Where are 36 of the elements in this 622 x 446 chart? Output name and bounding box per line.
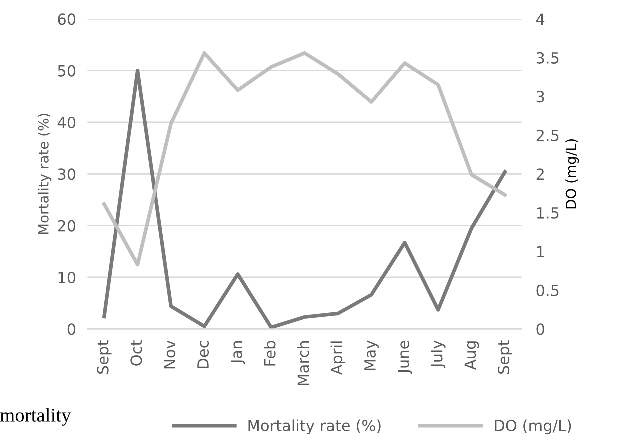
x-tick-label: Oct	[130, 340, 142, 366]
y-tick-label: 10	[58, 272, 76, 284]
legend-label: Mortality rate (%)	[248, 420, 381, 434]
y2-tick-label: 3	[536, 91, 544, 103]
text: mortality	[0, 408, 72, 426]
x-tick-label: June	[398, 341, 412, 374]
y-tick-label: 40	[58, 116, 76, 129]
x-tick-label: July	[430, 340, 446, 369]
x-tick-label: April	[330, 342, 346, 376]
legend-label: DO (mg/L)	[495, 420, 572, 434]
x-tick-label: May	[364, 340, 379, 370]
y-tick-label: 0	[68, 324, 76, 336]
y2-tick-label: 2.5	[536, 130, 559, 142]
y2-tick-label: 0	[536, 324, 544, 336]
y2-tick-label: 0.5	[536, 284, 559, 296]
y-tick-label: 50	[58, 65, 76, 77]
y-axis-title: Mortality rate (%)	[38, 114, 52, 234]
line-series	[102, 51, 507, 267]
x-tick-label: Aug	[464, 342, 480, 370]
x-tick-label: Dec	[198, 341, 210, 368]
y2-axis-title: DO (mg/L)	[566, 140, 580, 209]
y2-tick-label: 3.5	[536, 52, 559, 64]
x-tick-label: March	[297, 342, 310, 386]
y2-tick-label: 1	[537, 246, 544, 258]
y-tick-label: 20	[58, 220, 76, 232]
y-tick-label: 30	[58, 168, 76, 180]
line-series	[102, 69, 507, 330]
y-tick-label: 60	[58, 14, 76, 26]
x-tick-label: Sept	[97, 340, 112, 374]
y2-tick-label: 1.5	[537, 208, 559, 219]
y2-tick-label: 4	[536, 14, 545, 25]
x-tick-label: Jan	[231, 342, 246, 365]
x-tick-label: Sept	[498, 340, 513, 374]
x-tick-label: Nov	[164, 340, 176, 369]
x-tick-label: Feb	[264, 341, 276, 366]
y2-tick-label: 2	[536, 168, 544, 180]
